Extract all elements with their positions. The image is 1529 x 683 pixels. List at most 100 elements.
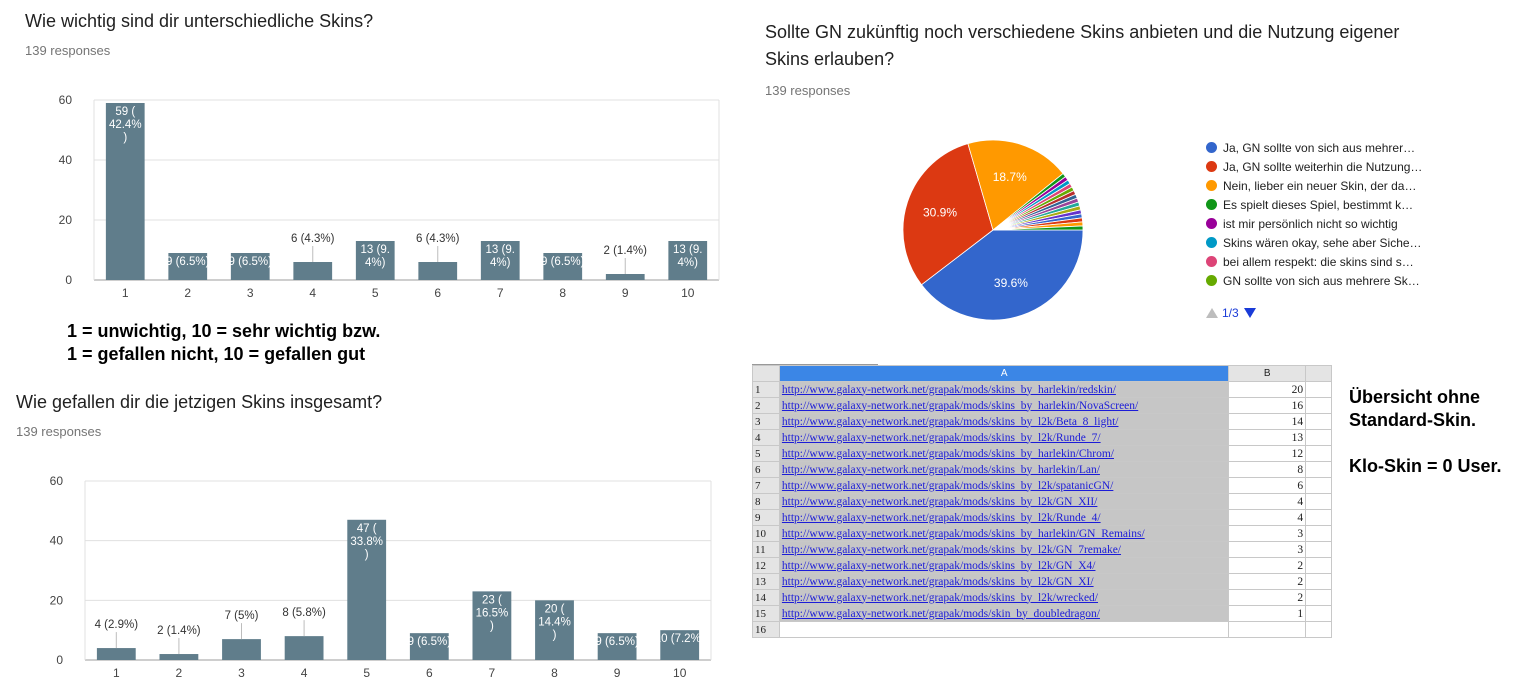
url-cell[interactable]: http://www.galaxy-network.net/grapak/mod… (778, 509, 1230, 526)
count-cell[interactable]: 1 (1228, 605, 1307, 622)
url-link[interactable]: http://www.galaxy-network.net/grapak/mod… (781, 415, 1119, 428)
url-cell[interactable] (778, 621, 1230, 638)
url-cell[interactable]: http://www.galaxy-network.net/grapak/mod… (778, 557, 1230, 574)
url-cell[interactable]: http://www.galaxy-network.net/grapak/mod… (778, 397, 1230, 414)
x-tick-label: 6 (434, 286, 441, 300)
row-number-cell[interactable]: 6 (752, 461, 780, 478)
url-link[interactable]: http://www.galaxy-network.net/grapak/mod… (781, 511, 1101, 524)
legend-dot (1206, 275, 1217, 286)
empty-cell[interactable] (1305, 621, 1332, 638)
empty-cell[interactable] (1305, 573, 1332, 590)
url-link[interactable]: http://www.galaxy-network.net/grapak/mod… (781, 447, 1114, 460)
row-number-cell[interactable]: 14 (752, 589, 780, 606)
empty-cell[interactable] (1305, 381, 1332, 398)
empty-cell[interactable] (1305, 605, 1332, 622)
count-cell[interactable]: 3 (1228, 525, 1307, 542)
legend-next-icon[interactable] (1243, 308, 1256, 318)
url-cell[interactable]: http://www.galaxy-network.net/grapak/mod… (778, 429, 1230, 446)
column-header-a[interactable]: A (778, 365, 1230, 382)
count-cell[interactable]: 6 (1228, 477, 1307, 494)
count-cell[interactable]: 8 (1228, 461, 1307, 478)
empty-cell[interactable] (1305, 589, 1332, 606)
url-link[interactable]: http://www.galaxy-network.net/grapak/mod… (781, 575, 1094, 588)
count-cell[interactable]: 3 (1228, 541, 1307, 558)
row-number-cell[interactable]: 11 (752, 541, 780, 558)
row-number-cell[interactable]: 9 (752, 509, 780, 526)
url-cell[interactable]: http://www.galaxy-network.net/grapak/mod… (778, 589, 1230, 606)
count-cell[interactable]: 13 (1228, 429, 1307, 446)
count-cell[interactable]: 4 (1228, 493, 1307, 510)
row-number-cell[interactable]: 4 (752, 429, 780, 446)
row-number-cell[interactable]: 7 (752, 477, 780, 494)
empty-cell[interactable] (1305, 397, 1332, 414)
q3-title: Wie gefallen dir die jetzigen Skins insg… (16, 392, 383, 412)
column-header-c[interactable] (1305, 365, 1332, 382)
url-link[interactable]: http://www.galaxy-network.net/grapak/mod… (781, 495, 1098, 508)
count-cell[interactable]: 20 (1228, 381, 1307, 398)
empty-cell[interactable] (1305, 477, 1332, 494)
url-cell[interactable]: http://www.galaxy-network.net/grapak/mod… (778, 477, 1230, 494)
empty-cell[interactable] (1305, 557, 1332, 574)
empty-cell[interactable] (1305, 429, 1332, 446)
table-row: 8 http://www.galaxy-network.net/grapak/mo… (752, 493, 1332, 510)
legend-dot (1206, 199, 1217, 210)
url-cell[interactable]: http://www.galaxy-network.net/grapak/mod… (778, 445, 1230, 462)
empty-cell[interactable] (1305, 525, 1332, 542)
url-link[interactable]: http://www.galaxy-network.net/grapak/mod… (781, 607, 1100, 620)
url-cell[interactable]: http://www.galaxy-network.net/grapak/mod… (778, 461, 1230, 478)
url-cell[interactable]: http://www.galaxy-network.net/grapak/mod… (778, 381, 1230, 398)
empty-cell[interactable] (1305, 413, 1332, 430)
side-note-line2: Standard-Skin. (1349, 410, 1477, 430)
empty-cell[interactable] (1305, 445, 1332, 462)
row-number-cell[interactable]: 3 (752, 413, 780, 430)
side-note-line1: Übersicht ohne (1349, 387, 1481, 407)
row-number-cell[interactable]: 1 (752, 381, 780, 398)
url-cell[interactable]: http://www.galaxy-network.net/grapak/mod… (778, 605, 1230, 622)
count-cell[interactable]: 16 (1228, 397, 1307, 414)
url-link[interactable]: http://www.galaxy-network.net/grapak/mod… (781, 479, 1114, 492)
row-number-cell[interactable]: 15 (752, 605, 780, 622)
url-link[interactable]: http://www.galaxy-network.net/grapak/mod… (781, 399, 1139, 412)
data-label: 9 (6.5%) (595, 636, 639, 648)
row-number-cell[interactable]: 13 (752, 573, 780, 590)
data-label: 42.4% (109, 119, 142, 131)
bar (480, 241, 520, 280)
url-link[interactable]: http://www.galaxy-network.net/grapak/mod… (781, 463, 1100, 476)
row-number-cell[interactable]: 8 (752, 493, 780, 510)
count-cell[interactable]: 12 (1228, 445, 1307, 462)
row-number-cell[interactable]: 2 (752, 397, 780, 414)
url-cell[interactable]: http://www.galaxy-network.net/grapak/mod… (778, 413, 1230, 430)
count-cell[interactable]: 2 (1228, 589, 1307, 606)
row-number-cell[interactable]: 5 (752, 445, 780, 462)
url-cell[interactable]: http://www.galaxy-network.net/grapak/mod… (778, 573, 1230, 590)
corner-cell[interactable] (752, 365, 780, 382)
empty-cell[interactable] (1305, 493, 1332, 510)
column-header-b[interactable]: B (1228, 365, 1307, 382)
url-link[interactable]: http://www.galaxy-network.net/grapak/mod… (781, 431, 1101, 444)
url-link[interactable]: http://www.galaxy-network.net/grapak/mod… (781, 559, 1096, 572)
legend-prev-icon[interactable] (1206, 308, 1218, 318)
importance-bar-chart: 0 20 40 60 59 (42.4%) 1 9 (6.5%) 2 9 (6.5%) 3 6 (4… (59, 93, 720, 300)
row-number-cell[interactable]: 16 (752, 621, 780, 638)
url-cell[interactable]: http://www.galaxy-network.net/grapak/mod… (778, 525, 1230, 542)
empty-cell[interactable] (1305, 509, 1332, 526)
url-link[interactable]: http://www.galaxy-network.net/grapak/mod… (781, 591, 1099, 604)
count-cell[interactable] (1228, 621, 1307, 638)
url-cell[interactable]: http://www.galaxy-network.net/grapak/mod… (778, 493, 1230, 510)
count-cell[interactable]: 2 (1228, 557, 1307, 574)
empty-cell[interactable] (1305, 541, 1332, 558)
satisfaction-bar-chart: 0 20 40 60 4 (2.9%) 1 2 (1.4%) 2 7 (5%) 3 8 (5.8%)… (50, 474, 712, 680)
row-number-cell[interactable]: 12 (752, 557, 780, 574)
count-cell[interactable]: 4 (1228, 509, 1307, 526)
row-number-cell[interactable]: 10 (752, 525, 780, 542)
url-link[interactable]: http://www.galaxy-network.net/grapak/mod… (781, 383, 1116, 396)
table-row: 15 http://www.galaxy-network.net/grapak/m… (752, 605, 1332, 622)
data-label: 13 (9. (361, 244, 390, 256)
empty-cell[interactable] (1305, 461, 1332, 478)
count-cell[interactable]: 2 (1228, 573, 1307, 590)
legend-item: Nein, lieber ein neuer Skin, der da… (1206, 176, 1422, 195)
count-cell[interactable]: 14 (1228, 413, 1307, 430)
url-link[interactable]: http://www.galaxy-network.net/grapak/mod… (781, 543, 1122, 556)
url-link[interactable]: http://www.galaxy-network.net/grapak/mod… (781, 527, 1145, 540)
url-cell[interactable]: http://www.galaxy-network.net/grapak/mod… (778, 541, 1230, 558)
